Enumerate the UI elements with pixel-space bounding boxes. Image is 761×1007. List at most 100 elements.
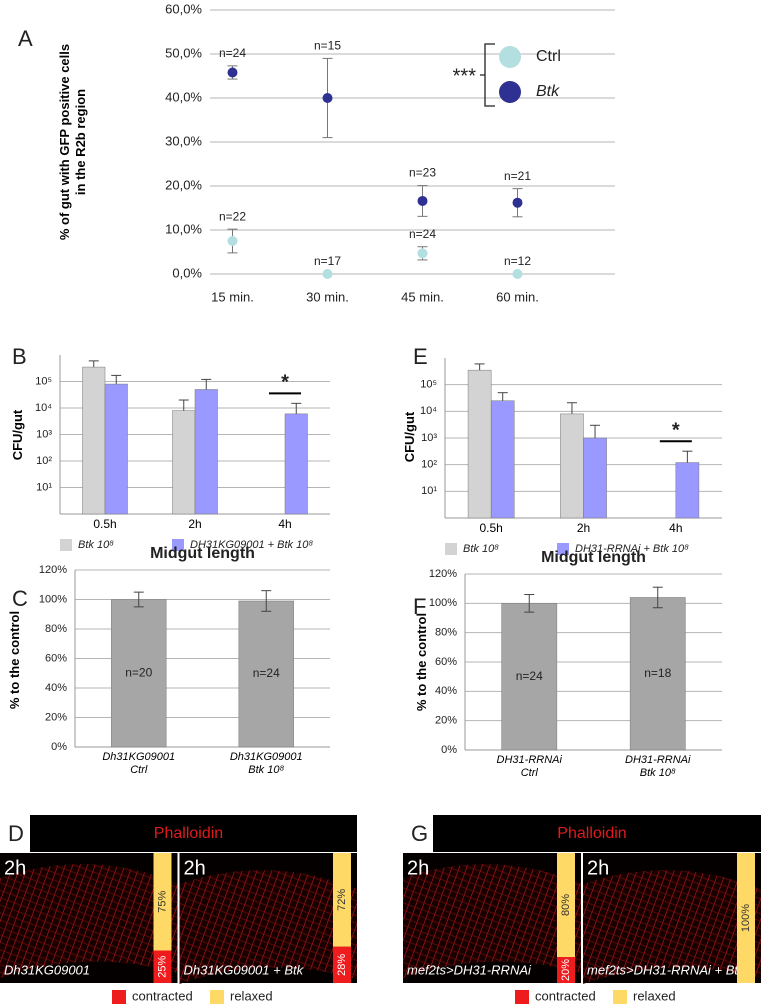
x-tick-label: 2h <box>576 522 591 535</box>
legend-swatch <box>172 539 184 551</box>
x-tick-label: 45 min. <box>401 289 444 304</box>
x-tick-label-text: 0.5h <box>93 518 117 531</box>
y-tick-label: 80% <box>45 623 67 635</box>
y-tick-label: 120% <box>39 564 67 576</box>
x-tick-label: 15 min. <box>211 289 254 304</box>
y-tick-label: 10⁵ <box>35 375 52 387</box>
x-tick-label-text: 4h <box>669 522 683 535</box>
n-label: n=23 <box>409 166 436 180</box>
y-tick-label: 60% <box>45 652 67 664</box>
genotype-label: Dh31KG09001 <box>4 962 90 977</box>
legend-bracket <box>480 43 495 107</box>
significance: * <box>281 372 289 394</box>
n-label: n=17 <box>314 254 341 268</box>
segment-label: 25% <box>156 956 168 978</box>
n-label: n=18 <box>644 666 671 680</box>
proportion-segment <box>557 957 575 983</box>
genotype-label: Dh31KG09001 + Btk <box>184 962 305 977</box>
significance: *** <box>453 65 477 87</box>
x-tick-label: 4h <box>278 518 292 531</box>
data-point <box>227 67 238 78</box>
muscle-image <box>179 870 357 984</box>
x-tick-label: 0.5h <box>93 518 117 531</box>
x-tick-label-text: 2h <box>576 522 591 535</box>
y-tick-label: 50,0% <box>165 45 202 60</box>
chart-title: Midgut length <box>150 545 255 562</box>
bar <box>172 410 196 515</box>
n-label: n=24 <box>219 46 246 60</box>
n-label: n=21 <box>504 169 531 183</box>
legend-marker <box>499 81 521 103</box>
y-tick-label: 60,0% <box>165 1 202 16</box>
y-tick-label: 0% <box>51 741 67 753</box>
x-tick-label-text: Dh31KG09001 Btk 10⁸ <box>229 751 303 776</box>
x-tick-label-text: DH31-RRNAi Ctrl <box>496 754 562 779</box>
bar <box>284 413 308 515</box>
header-bar <box>30 815 357 852</box>
bar <box>501 603 558 751</box>
segment-label: 75% <box>156 891 168 913</box>
bar <box>82 366 106 515</box>
y-tick-label: 40% <box>435 685 457 697</box>
y-tick-label: 40% <box>45 682 67 694</box>
legend-label: Btk 10⁸ <box>78 539 114 551</box>
bar <box>560 413 584 519</box>
time-label: 2h <box>184 857 206 879</box>
segment-label: 20% <box>560 959 572 981</box>
y-tick-label: 120% <box>429 568 457 580</box>
n-label: n=15 <box>314 39 341 53</box>
y-axis-label: % of gut with GFP positive cells in the … <box>57 44 88 240</box>
y-tick-label: 40,0% <box>165 89 202 104</box>
y-tick-label: 30,0% <box>165 133 202 148</box>
bar <box>629 597 686 751</box>
genotype-label: mef2ts>DH31-RRNAi <box>407 962 532 977</box>
legend-label: contracted <box>132 988 193 1003</box>
y-tick-label: 100% <box>39 593 67 605</box>
legend-swatch <box>60 539 72 551</box>
n-label: n=24 <box>516 669 543 683</box>
bar <box>583 437 607 519</box>
header: Phalloidin <box>154 825 223 842</box>
legend-label: DH31-RRNAi + Btk 10⁸ <box>575 543 689 555</box>
legend-swatch <box>557 543 569 555</box>
bar <box>104 383 128 515</box>
bar <box>194 389 218 515</box>
legend-swatch <box>445 543 457 555</box>
proportion-segment <box>153 950 172 983</box>
x-tick-label: 0.5h <box>479 522 502 535</box>
time-label: 2h <box>4 857 26 879</box>
legend-swatch <box>613 990 627 1004</box>
legend-label: Btk 10⁸ <box>463 543 499 555</box>
panel-label: B <box>12 344 27 369</box>
genotype-label: mef2ts>DH31-RRNAi + Btk <box>587 962 746 977</box>
y-tick-label: 100% <box>429 597 457 609</box>
proportion-segment <box>333 853 351 947</box>
y-tick-label: 60% <box>435 656 457 668</box>
proportion-segment <box>333 946 351 983</box>
y-tick-label: 20,0% <box>165 177 202 192</box>
y-tick-label: 20% <box>45 711 67 723</box>
y-tick-label: 10⁵ <box>420 379 437 391</box>
panel-label: G <box>411 821 428 846</box>
legend-label: DH31KG09001 + Btk 10⁸ <box>190 539 313 551</box>
x-tick-label: 2h <box>188 518 202 531</box>
y-axis-label-text: CFU/gut <box>10 409 25 461</box>
segment-label: 100% <box>740 904 752 932</box>
y-tick-label: 10¹ <box>36 481 52 493</box>
x-tick-label-text: 2h <box>188 518 202 531</box>
y-tick-label: 10⁴ <box>35 402 52 414</box>
panel-label: D <box>8 821 24 846</box>
data-point <box>417 195 428 206</box>
x-tick-label-text: 4h <box>278 518 292 531</box>
y-tick-label: 10⁴ <box>420 405 437 417</box>
panel-label: A <box>18 26 33 51</box>
panel-label: C <box>12 586 28 611</box>
muscle-image <box>403 864 581 978</box>
segment-label: 72% <box>336 889 348 911</box>
x-tick-label: 60 min. <box>496 289 539 304</box>
data-point <box>512 269 523 279</box>
legend-label: Ctrl <box>536 48 561 65</box>
data-point <box>322 269 333 279</box>
